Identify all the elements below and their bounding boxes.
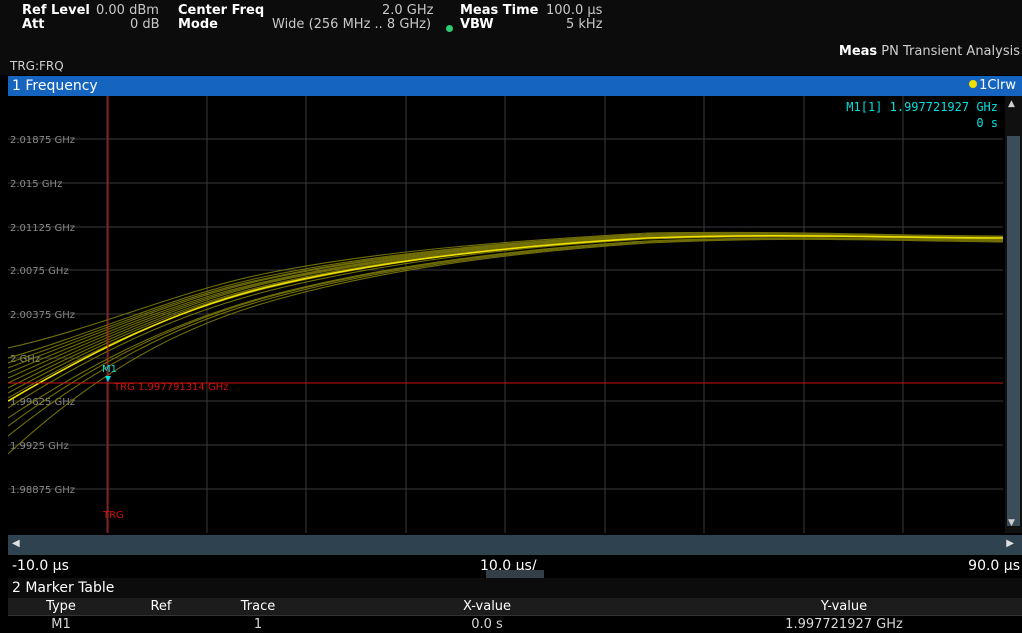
- scroll-up-icon[interactable]: ▲: [1008, 99, 1015, 109]
- trace-sweeps: [8, 231, 1003, 455]
- trigger-label: TRG: [102, 510, 124, 521]
- y-label-6: 2 GHz: [10, 354, 40, 365]
- col-trace: Trace: [208, 598, 308, 616]
- meas-time-label: Meas Time: [460, 3, 539, 18]
- cell-y-value: 1.997721927 GHz: [785, 616, 903, 632]
- trace-indicator-label: 1Clrw: [979, 78, 1016, 93]
- marker-m1-icon[interactable]: [105, 376, 111, 382]
- marker-table: Type Ref Trace X-value Y-value M1 1 0.0 …: [8, 598, 1022, 632]
- scroll-left-icon[interactable]: ◀: [12, 538, 20, 549]
- average-trace: [8, 234, 1003, 402]
- measurement-header: Ref Level 0.00 dBm Att 0 dB Center Freq …: [0, 0, 1022, 75]
- marker-m1-label: M1: [102, 364, 117, 375]
- measurement-name[interactable]: Meas PN Transient Analysis: [839, 44, 1020, 59]
- col-y-value: Y-value: [666, 598, 1022, 616]
- mode-label: Mode: [178, 17, 218, 32]
- splitter-grip[interactable]: [486, 570, 544, 578]
- marker-time: 0 s: [976, 116, 998, 130]
- marker-table-header: Type Ref Trace X-value Y-value: [8, 598, 1022, 616]
- y-label-9: 1.98875 GHz: [10, 485, 75, 496]
- window-title: 1 Frequency: [12, 78, 98, 94]
- x-axis: -10.0 µs 10.0 µs/ 90.0 µs: [8, 556, 1022, 578]
- col-ref: Ref: [114, 598, 208, 616]
- meas-label: Meas: [838, 44, 878, 59]
- att-value[interactable]: 0 dB: [130, 17, 160, 32]
- x-start-label: -10.0 µs: [12, 558, 69, 574]
- vertical-scroll-thumb[interactable]: [1007, 136, 1020, 526]
- cell-ref: [114, 616, 208, 633]
- col-type: Type: [8, 598, 114, 616]
- y-label-5: 2.00375 GHz: [10, 310, 75, 321]
- cell-type: M1: [51, 616, 71, 632]
- y-label-4: 2.0075 GHz: [10, 266, 69, 277]
- frequency-plot[interactable]: 2.01875 GHz 2.015 GHz 2.01125 GHz 2.0075…: [8, 96, 1003, 533]
- y-label-3: 2.01125 GHz: [10, 223, 75, 234]
- mode-value[interactable]: Wide (256 MHz .. 8 GHz): [272, 17, 432, 32]
- center-freq-label: Center Freq: [178, 3, 265, 18]
- marker-table-title: 2 Marker Table: [12, 580, 115, 596]
- trace-dot-icon: [969, 80, 978, 88]
- ref-level-label: Ref Level: [22, 3, 90, 18]
- trigger-status: TRG:FRQ: [10, 59, 64, 73]
- horizontal-scrollbar[interactable]: ◀ ▶: [8, 535, 1022, 555]
- y-label-8: 1.9925 GHz: [10, 441, 69, 452]
- marker-readout: M1[1] 1.997721927 GHz: [846, 100, 998, 114]
- att-label: Att: [22, 17, 45, 32]
- col-x-value: X-value: [308, 598, 666, 616]
- meas-time-value[interactable]: 100.0 µs: [546, 3, 603, 18]
- y-label-7: 1.99625 GHz: [10, 397, 75, 408]
- trigger-level-label: TRG 1.997791314 GHz: [113, 382, 228, 393]
- x-stop-label: 90.0 µs: [968, 558, 1020, 574]
- cell-trace: 1: [253, 616, 263, 632]
- table-row[interactable]: M1 1 0.0 s 1.997721927 GHz: [8, 616, 1022, 633]
- y-label-2: 2.015 GHz: [10, 179, 62, 190]
- ref-level-value[interactable]: 0.00 dBm: [96, 3, 159, 18]
- vbw-value[interactable]: 5 kHz: [566, 17, 603, 32]
- cell-x-value: 0.0 s: [471, 616, 503, 632]
- scroll-down-icon[interactable]: ▼: [1008, 518, 1015, 528]
- meas-value: PN Transient Analysis: [881, 44, 1020, 59]
- center-freq-value[interactable]: 2.0 GHz: [382, 3, 434, 18]
- vbw-status-dot-icon: [446, 25, 453, 32]
- window-title-bar[interactable]: 1 Frequency 1Clrw: [8, 76, 1022, 96]
- trace-indicator[interactable]: 1Clrw: [969, 78, 1016, 93]
- scroll-right-icon[interactable]: ▶: [1006, 538, 1014, 549]
- marker-table-title-bar[interactable]: 2 Marker Table: [8, 578, 1022, 598]
- y-label-1: 2.01875 GHz: [10, 135, 75, 146]
- grid: [8, 96, 1003, 533]
- vertical-scrollbar[interactable]: ▲ ▼: [1005, 96, 1022, 533]
- vbw-label: VBW: [460, 17, 494, 32]
- plot-svg: 2.01875 GHz 2.015 GHz 2.01125 GHz 2.0075…: [8, 96, 1003, 533]
